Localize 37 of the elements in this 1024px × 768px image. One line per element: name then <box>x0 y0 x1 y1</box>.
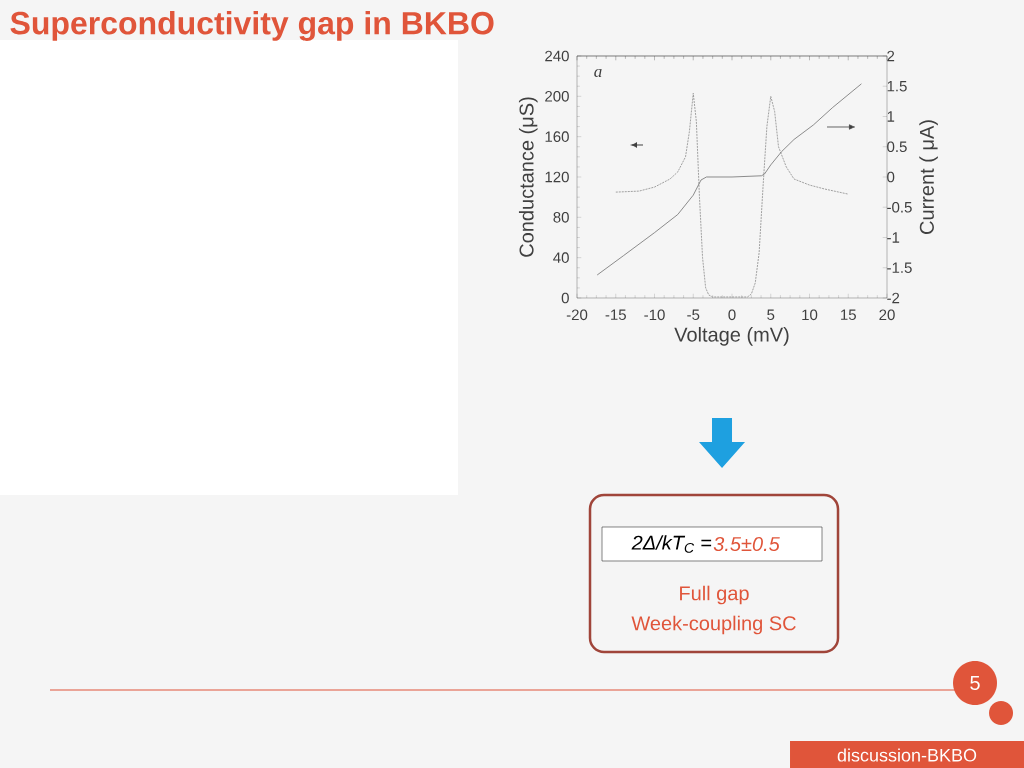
text: Superconductivity gap in BKBO <box>10 11 494 41</box>
text: Full gap <box>680 585 749 605</box>
y-axis-title: Conductance (μS) <box>518 97 538 257</box>
x-tick-label: 0 <box>728 309 736 321</box>
y-tick-label: 40 <box>553 252 569 263</box>
x-tick-label: -15 <box>605 309 626 320</box>
y2-tick-label: -0.5 <box>887 201 912 213</box>
y-tick-label: 0 <box>561 292 569 304</box>
text: 2Δ/kT$_{C}$ = <box>631 535 712 553</box>
y2-tick-label: 1.5 <box>887 81 907 92</box>
y2-tick-label: 0.5 <box>887 141 907 153</box>
x-tick-label: -5 <box>687 309 700 320</box>
y2-tick-label: -1 <box>887 232 900 243</box>
y2-tick-label: 0 <box>887 171 895 183</box>
x-axis-title: Voltage (mV) <box>674 327 789 346</box>
text: discussion-BKBO <box>837 748 977 762</box>
x-tick-label: 10 <box>802 309 818 321</box>
text: 5 <box>970 676 980 690</box>
x-tick-label: -20 <box>566 309 588 321</box>
line-series <box>596 83 862 276</box>
x-tick-label: -10 <box>644 309 665 321</box>
y-tick-label: 120 <box>545 171 569 183</box>
y-tick-label: 240 <box>545 50 569 62</box>
y2-tick-label: -1.5 <box>887 262 912 273</box>
y-tick-label: 160 <box>545 131 569 142</box>
annotation: a <box>594 68 602 78</box>
y2-tick-label: 2 <box>887 50 895 62</box>
x-tick-label: 5 <box>767 309 775 320</box>
text: 3.5±0.5 <box>713 536 780 552</box>
y2-tick-label: 1 <box>887 111 895 122</box>
text: Week-coupling SC <box>631 615 796 635</box>
y2-tick-label: -2 <box>887 292 900 304</box>
y-tick-label: 200 <box>545 91 569 102</box>
y2-axis-title: Current ( μA) <box>919 120 938 234</box>
x-tick-label: 15 <box>841 309 856 320</box>
y-tick-label: 80 <box>553 212 569 223</box>
x-tick-label: 20 <box>879 309 895 321</box>
